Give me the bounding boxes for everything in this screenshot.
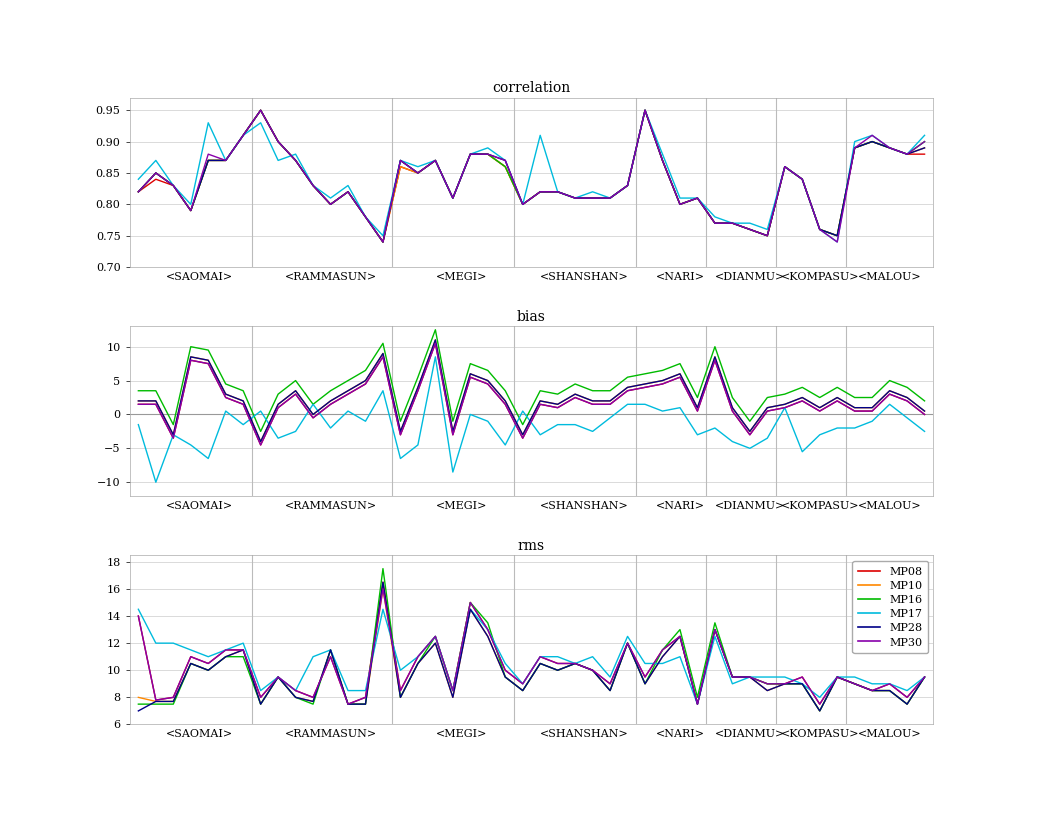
Legend: MP08, MP10, MP16, MP17, MP28, MP30: MP08, MP10, MP16, MP17, MP28, MP30 — [852, 561, 928, 653]
Title: correlation: correlation — [493, 81, 570, 95]
Title: bias: bias — [517, 310, 545, 324]
Title: rms: rms — [517, 539, 545, 553]
